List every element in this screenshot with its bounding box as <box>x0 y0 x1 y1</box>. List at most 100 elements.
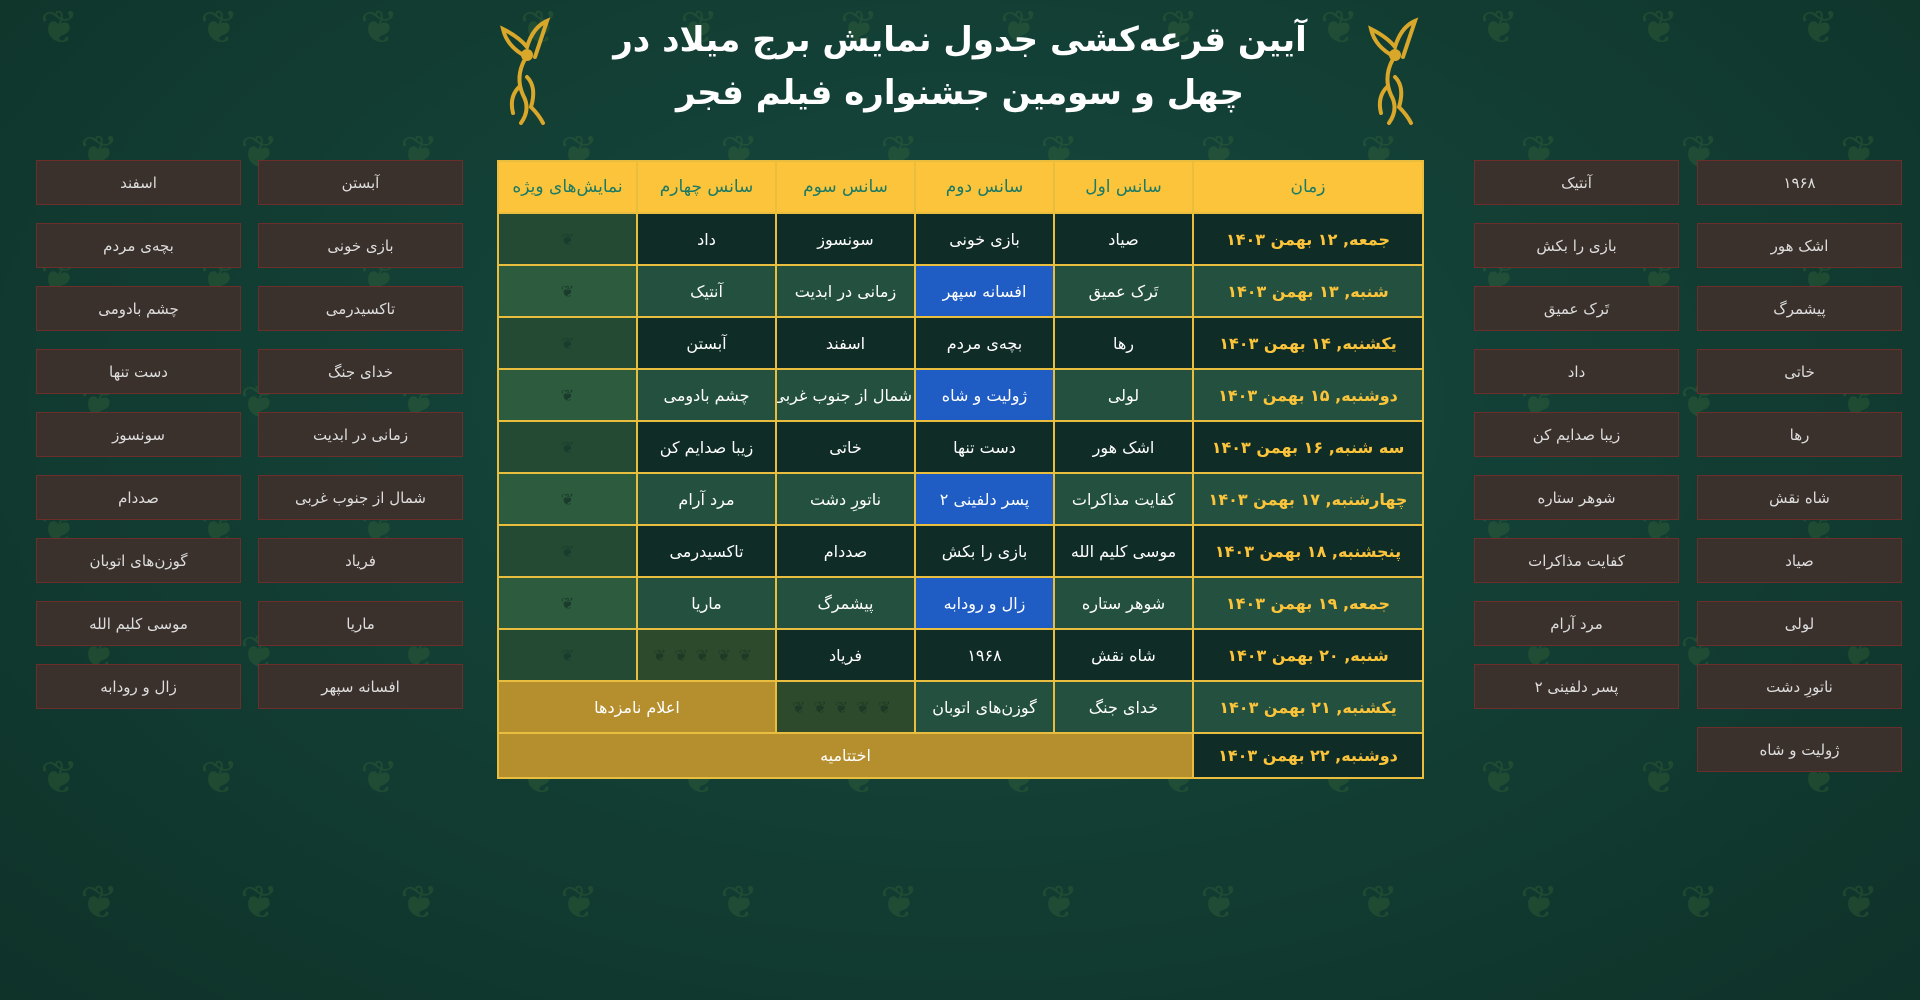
film-card[interactable]: بچه‌ی مردم <box>36 223 241 268</box>
watermark-icon: ❦ <box>880 875 919 929</box>
film-card[interactable]: فریاد <box>258 538 463 583</box>
watermark-icon: ❦ <box>1640 0 1679 54</box>
film-card[interactable]: چشم بادومی <box>36 286 241 331</box>
special-screening-cell: ❦ <box>497 316 638 370</box>
film-card[interactable]: گوزن‌های اتوبان <box>36 538 241 583</box>
film-card[interactable]: مرد آرام <box>1474 601 1679 646</box>
film-card[interactable]: بازی را بکش <box>1474 223 1679 268</box>
watermark-icon: ❦ <box>200 0 239 54</box>
film-card[interactable]: صیاد <box>1697 538 1902 583</box>
film-card[interactable]: ناتورِ دشت <box>1697 664 1902 709</box>
date-cell: جمعه, ۱۲ بهمن ۱۴۰۳ <box>1192 212 1424 266</box>
film-card[interactable]: اشک هور <box>1697 223 1902 268</box>
film-card[interactable]: زیبا صدایم کن <box>1474 412 1679 457</box>
watermark-icon: ❦ <box>400 875 439 929</box>
film-card[interactable]: ۱۹۶۸ <box>1697 160 1902 205</box>
watermark-icon: ❦ <box>1480 750 1519 804</box>
watermark-icon: ❦ <box>720 875 759 929</box>
film-card[interactable]: دست تنها <box>36 349 241 394</box>
watermark-icon: ❦ <box>360 750 399 804</box>
film-card[interactable]: پسر دلفینی ۲ <box>1474 664 1679 709</box>
film-card[interactable]: تاکسیدرمی <box>258 286 463 331</box>
simorgh-icon: ❦ <box>560 229 575 249</box>
film-card[interactable]: زال و رودابه <box>36 664 241 709</box>
session-2-cell: پسر دلفینی ۲ <box>914 472 1055 526</box>
simorgh-icon: ❦ <box>560 541 575 561</box>
film-card[interactable]: ژولیت و شاه <box>1697 727 1902 772</box>
column-header: نمایش‌های ویژه <box>497 160 638 214</box>
table-row: جمعه, ۱۹ بهمن ۱۴۰۳ شوهر ستاره زال و رودابه… <box>497 576 1424 630</box>
simorgh-icon: ❦ <box>560 437 575 457</box>
film-card[interactable]: شوهر ستاره <box>1474 475 1679 520</box>
page-title-line1: آیین قرعه‌کشی جدول نمایش برج میلاد در <box>613 20 1307 60</box>
watermark-icon: ❦ <box>360 0 399 54</box>
session-2-cell: بازی را بکش <box>914 524 1055 578</box>
table-row: چهارشنبه, ۱۷ بهمن ۱۴۰۳ کفایت مذاکرات پسر د… <box>497 472 1424 526</box>
film-card[interactable]: رها <box>1697 412 1902 457</box>
film-card[interactable]: شمال از جنوب غربی <box>258 475 463 520</box>
film-card[interactable]: بازی خونی <box>258 223 463 268</box>
date-cell: شنبه, ۲۰ بهمن ۱۴۰۳ <box>1192 628 1424 682</box>
special-screening-cell: ❦ <box>497 628 638 682</box>
nominees-announcement-cell: اعلام نامزدها <box>497 680 777 734</box>
closing-ceremony-cell: اختتامیه <box>497 732 1194 779</box>
session-1-cell: شاه نقش <box>1053 628 1194 682</box>
session-4-cell: آنتیک <box>636 264 777 318</box>
film-card[interactable]: زمانی در ابدیت <box>258 412 463 457</box>
session-1-cell: صیاد <box>1053 212 1194 266</box>
date-cell: سه شنبه, ۱۶ بهمن ۱۴۰۳ <box>1192 420 1424 474</box>
film-card[interactable]: اسفند <box>36 160 241 205</box>
watermark-icon: ❦ <box>1200 875 1239 929</box>
column-header: سانس سوم <box>775 160 916 214</box>
film-card[interactable]: کفایت مذاکرات <box>1474 538 1679 583</box>
session-3-cell: فریاد <box>775 628 916 682</box>
session-3-cell: صددام <box>775 524 916 578</box>
table-row: یکشنبه, ۱۴ بهمن ۱۴۰۳ رها بچه‌ی مردم اسفند آب… <box>497 316 1424 370</box>
watermark-icon: ❦ <box>240 875 279 929</box>
special-screening-cell: ❦ <box>497 264 638 318</box>
date-cell: دوشنبه, ۲۲ بهمن ۱۴۰۳ <box>1192 732 1424 779</box>
special-screening-cell: ❦ <box>497 212 638 266</box>
film-card[interactable]: ماریا <box>258 601 463 646</box>
table-row: دوشنبه, ۱۵ بهمن ۱۴۰۳ لولی ژولیت و شاه شمال … <box>497 368 1424 422</box>
film-card[interactable]: خاتی <box>1697 349 1902 394</box>
film-card[interactable]: آبستن <box>258 160 463 205</box>
special-screening-cell: ❦ <box>497 368 638 422</box>
session-2-cell: زال و رودابه <box>914 576 1055 630</box>
table-row: سه شنبه, ۱۶ بهمن ۱۴۰۳ اشک هور دست تنها خاتی… <box>497 420 1424 474</box>
film-card[interactable]: آنتیک <box>1474 160 1679 205</box>
session-4-cell: ماریا <box>636 576 777 630</box>
film-card[interactable]: خدای جنگ <box>258 349 463 394</box>
film-card[interactable]: داد <box>1474 349 1679 394</box>
schedule-table: زمان سانس اول سانس دوم سانس سوم سانس چهارم نم… <box>497 160 1424 779</box>
date-cell: جمعه, ۱۹ بهمن ۱۴۰۳ <box>1192 576 1424 630</box>
film-card[interactable]: موسی کلیم الله <box>36 601 241 646</box>
film-card[interactable]: تَرک عمیق <box>1474 286 1679 331</box>
session-2-cell: ۱۹۶۸ <box>914 628 1055 682</box>
film-card[interactable]: لولی <box>1697 601 1902 646</box>
column-header: سانس چهارم <box>636 160 777 214</box>
table-row: پنجشنبه, ۱۸ بهمن ۱۴۰۳ موسی کلیم الله بازی … <box>497 524 1424 578</box>
film-card[interactable]: شاه نقش <box>1697 475 1902 520</box>
empty-cell: ❦❦❦❦❦ <box>636 628 777 682</box>
film-card[interactable]: افسانه سپهر <box>258 664 463 709</box>
watermark-icon: ❦ <box>1520 875 1559 929</box>
empty-cell: ❦❦❦❦❦ <box>775 680 916 734</box>
session-2-cell: ژولیت و شاه <box>914 368 1055 422</box>
session-3-cell: سونسوز <box>775 212 916 266</box>
session-1-cell: کفایت مذاکرات <box>1053 472 1194 526</box>
session-2-cell: گوزن‌های اتوبان <box>914 680 1055 734</box>
date-cell: یکشنبه, ۱۴ بهمن ۱۴۰۳ <box>1192 316 1424 370</box>
simorgh-icon: ❦ <box>560 385 575 405</box>
column-header: سانس دوم <box>914 160 1055 214</box>
date-cell: دوشنبه, ۱۵ بهمن ۱۴۰۳ <box>1192 368 1424 422</box>
watermark-icon: ❦ <box>1040 875 1079 929</box>
session-1-cell: تَرک عمیق <box>1053 264 1194 318</box>
session-1-cell: رها <box>1053 316 1194 370</box>
column-header: زمان <box>1192 160 1424 214</box>
watermark-icon: ❦ <box>40 0 79 54</box>
film-card[interactable]: صددام <box>36 475 241 520</box>
film-card[interactable]: پیشمرگ <box>1697 286 1902 331</box>
watermark-icon: ❦ <box>1640 750 1679 804</box>
film-card[interactable]: سونسوز <box>36 412 241 457</box>
